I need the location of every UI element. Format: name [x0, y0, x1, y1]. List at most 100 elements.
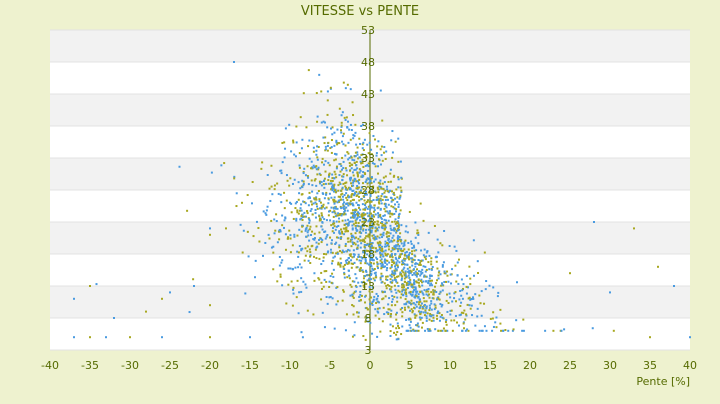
data-point	[425, 317, 428, 320]
data-point	[303, 259, 306, 262]
data-point	[408, 276, 411, 279]
data-point	[366, 308, 369, 311]
data-point	[378, 215, 381, 218]
data-point	[340, 236, 343, 239]
data-point	[390, 312, 393, 315]
data-point	[403, 257, 406, 260]
data-point	[346, 188, 349, 191]
data-point	[264, 212, 267, 215]
data-point	[360, 259, 363, 262]
data-point	[385, 269, 388, 272]
data-point	[342, 182, 345, 185]
data-point	[414, 314, 417, 317]
data-point	[385, 287, 388, 290]
data-point	[400, 247, 403, 250]
data-point	[453, 297, 456, 300]
data-point	[407, 300, 410, 303]
data-point	[281, 224, 284, 227]
data-point	[316, 158, 319, 161]
data-point	[380, 163, 383, 166]
data-point	[297, 198, 300, 201]
data-point	[402, 271, 405, 274]
data-point	[412, 306, 415, 309]
data-point	[382, 176, 385, 179]
data-point	[309, 209, 312, 212]
data-point	[421, 268, 424, 271]
data-point	[376, 145, 379, 148]
data-point	[367, 274, 370, 277]
data-point	[366, 185, 369, 188]
data-point	[420, 310, 423, 313]
data-point	[209, 304, 211, 307]
data-point	[321, 287, 324, 290]
data-point	[369, 195, 372, 198]
data-point	[366, 200, 369, 203]
data-point	[346, 83, 349, 86]
data-point	[291, 304, 294, 307]
data-point	[323, 177, 326, 180]
data-point	[318, 215, 321, 218]
data-point	[455, 280, 458, 283]
data-point	[365, 190, 368, 193]
data-point	[374, 276, 377, 279]
data-point	[432, 293, 435, 296]
data-point	[349, 240, 352, 243]
data-point	[389, 224, 392, 227]
data-point	[352, 296, 355, 299]
data-point	[376, 263, 379, 266]
data-point	[306, 250, 309, 253]
data-point	[499, 322, 502, 325]
data-point	[372, 210, 375, 213]
data-point	[366, 242, 369, 245]
data-point	[355, 221, 358, 224]
data-point	[364, 259, 367, 262]
data-point	[394, 197, 397, 200]
data-point	[410, 240, 413, 243]
data-point	[372, 277, 375, 280]
data-point	[370, 212, 373, 215]
data-point	[404, 270, 407, 273]
data-point	[301, 247, 304, 250]
data-point	[304, 202, 307, 205]
data-point	[333, 201, 336, 204]
data-point	[379, 89, 382, 92]
data-point	[341, 249, 344, 252]
data-point	[425, 288, 428, 291]
data-point	[415, 273, 418, 276]
data-point	[389, 232, 392, 235]
data-point	[415, 329, 418, 332]
data-point	[435, 255, 438, 258]
data-point	[368, 236, 371, 239]
data-point	[367, 249, 370, 252]
data-point	[458, 314, 461, 317]
data-point	[408, 258, 411, 261]
data-point	[430, 300, 433, 303]
data-point	[358, 182, 361, 185]
data-point	[454, 314, 457, 317]
data-point	[474, 293, 477, 296]
data-point	[428, 307, 431, 310]
data-point	[384, 252, 387, 255]
data-point	[398, 236, 401, 239]
data-point	[387, 180, 390, 183]
data-point	[209, 336, 211, 339]
data-point	[383, 282, 386, 285]
data-point	[416, 324, 419, 327]
data-point	[169, 291, 171, 294]
data-point	[350, 232, 353, 235]
data-point	[343, 223, 346, 226]
data-point	[293, 233, 296, 236]
data-point	[402, 283, 405, 286]
data-point	[297, 181, 300, 184]
data-point	[334, 212, 337, 215]
x-tick-label: -15	[241, 359, 259, 372]
data-point	[382, 231, 385, 234]
data-point	[396, 300, 399, 303]
data-point	[407, 306, 410, 309]
data-point	[389, 323, 392, 326]
data-point	[429, 275, 432, 278]
data-point	[397, 225, 400, 228]
data-point	[439, 290, 442, 293]
data-point	[377, 295, 380, 298]
data-point	[353, 194, 356, 197]
